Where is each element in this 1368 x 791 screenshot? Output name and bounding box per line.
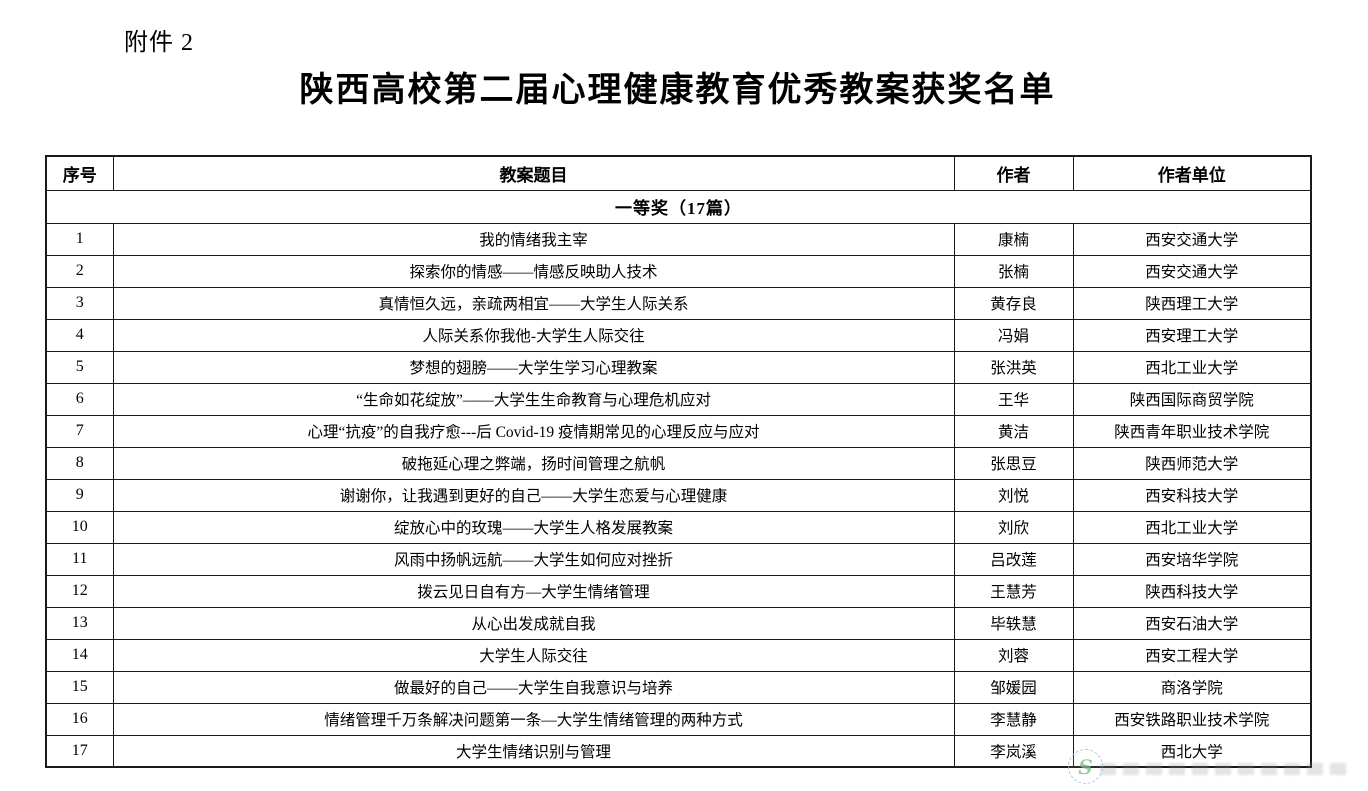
row-org-cell: 西安交通大学 [1072, 222, 1312, 256]
table-row: 1 我的情绪我主宰 康楠 西安交通大学 [45, 222, 1312, 256]
table-row: 16 情绪管理千万条解决问题第一条—大学生情绪管理的两种方式 李慧静 西安铁路职… [45, 702, 1312, 736]
row-author-cell: 黄洁 [953, 414, 1074, 448]
row-author-cell: 毕轶慧 [953, 606, 1074, 640]
row-title-cell: 从心出发成就自我 [112, 606, 955, 640]
row-title-cell: “生命如花绽放”——大学生生命教育与心理危机应对 [112, 382, 955, 416]
table-row: 12 拨云见日自有方—大学生情绪管理 王慧芳 陕西科技大学 [45, 574, 1312, 608]
row-author-cell: 刘欣 [953, 510, 1074, 544]
row-org-cell: 西安理工大学 [1072, 318, 1312, 352]
row-org-cell: 西北大学 [1072, 734, 1312, 768]
row-no-cell: 11 [45, 542, 114, 576]
row-author-cell: 王慧芳 [953, 574, 1074, 608]
row-author-cell: 王华 [953, 382, 1074, 416]
row-title-cell: 风雨中扬帆远航——大学生如何应对挫折 [112, 542, 955, 576]
row-title-cell: 破拖延心理之弊端，扬时间管理之航帆 [112, 446, 955, 480]
table-row: 17 大学生情绪识别与管理 李岚溪 西北大学 [45, 734, 1312, 768]
row-org-cell: 西安交通大学 [1072, 254, 1312, 288]
row-author-cell: 李慧静 [953, 702, 1074, 736]
row-author-cell: 张楠 [953, 254, 1074, 288]
row-org-cell: 商洛学院 [1072, 670, 1312, 704]
row-org-cell: 陕西青年职业技术学院 [1072, 414, 1312, 448]
row-title-cell: 做最好的自己——大学生自我意识与培养 [112, 670, 955, 704]
header-cell-no: 序号 [45, 155, 114, 191]
table-body: 一等奖（17篇） 1 我的情绪我主宰 康楠 西安交通大学 2 探索你的情感——情… [45, 189, 1312, 768]
row-org-cell: 西安铁路职业技术学院 [1072, 702, 1312, 736]
row-author-cell: 吕改莲 [953, 542, 1074, 576]
table-row: 6 “生命如花绽放”——大学生生命教育与心理危机应对 王华 陕西国际商贸学院 [45, 382, 1312, 416]
awards-table-container: 序号 教案题目 作者 作者单位 一等奖（17篇） 1 我的情绪我主宰 康楠 西安… [45, 155, 1312, 768]
row-org-cell: 陕西师范大学 [1072, 446, 1312, 480]
table-header-row: 序号 教案题目 作者 作者单位 [45, 155, 1312, 191]
table-row: 3 真情恒久远，亲疏两相宜——大学生人际关系 黄存良 陕西理工大学 [45, 286, 1312, 320]
row-title-cell: 探索你的情感——情感反映助人技术 [112, 254, 955, 288]
row-title-cell: 梦想的翅膀——大学生学习心理教案 [112, 350, 955, 384]
table-row: 14 大学生人际交往 刘蓉 西安工程大学 [45, 638, 1312, 672]
row-org-cell: 西北工业大学 [1072, 350, 1312, 384]
row-title-cell: 心理“抗疫”的自我疗愈---后 Covid-19 疫情期常见的心理反应与应对 [112, 414, 955, 448]
attachment-label: 附件 2 [124, 30, 194, 56]
row-title-cell: 真情恒久远，亲疏两相宜——大学生人际关系 [112, 286, 955, 320]
row-no-cell: 2 [45, 254, 114, 288]
table-row: 2 探索你的情感——情感反映助人技术 张楠 西安交通大学 [45, 254, 1312, 288]
row-no-cell: 7 [45, 414, 114, 448]
table-row: 8 破拖延心理之弊端，扬时间管理之航帆 张思豆 陕西师范大学 [45, 446, 1312, 480]
row-no-cell: 13 [45, 606, 114, 640]
table-row: 9 谢谢你，让我遇到更好的自己——大学生恋爱与心理健康 刘悦 西安科技大学 [45, 478, 1312, 512]
row-no-cell: 10 [45, 510, 114, 544]
row-no-cell: 8 [45, 446, 114, 480]
row-title-cell: 大学生人际交往 [112, 638, 955, 672]
table-row: 13 从心出发成就自我 毕轶慧 西安石油大学 [45, 606, 1312, 640]
row-no-cell: 12 [45, 574, 114, 608]
page-title: 陕西高校第二届心理健康教育优秀教案获奖名单 [299, 72, 1056, 109]
row-title-cell: 大学生情绪识别与管理 [112, 734, 955, 768]
row-author-cell: 邹媛园 [953, 670, 1074, 704]
row-org-cell: 西北工业大学 [1072, 510, 1312, 544]
table-row: 10 绽放心中的玫瑰——大学生人格发展教案 刘欣 西北工业大学 [45, 510, 1312, 544]
table-row: 11 风雨中扬帆远航——大学生如何应对挫折 吕改莲 西安培华学院 [45, 542, 1312, 576]
row-title-cell: 谢谢你，让我遇到更好的自己——大学生恋爱与心理健康 [112, 478, 955, 512]
row-no-cell: 15 [45, 670, 114, 704]
header-cell-org: 作者单位 [1072, 155, 1312, 191]
row-no-cell: 6 [45, 382, 114, 416]
row-org-cell: 陕西科技大学 [1072, 574, 1312, 608]
row-org-cell: 西安培华学院 [1072, 542, 1312, 576]
table-row: 5 梦想的翅膀——大学生学习心理教案 张洪英 西北工业大学 [45, 350, 1312, 384]
section-row: 一等奖（17篇） [45, 189, 1312, 224]
row-no-cell: 14 [45, 638, 114, 672]
row-org-cell: 陕西理工大学 [1072, 286, 1312, 320]
row-title-cell: 人际关系你我他-大学生人际交往 [112, 318, 955, 352]
row-org-cell: 陕西国际商贸学院 [1072, 382, 1312, 416]
table-row: 4 人际关系你我他-大学生人际交往 冯娟 西安理工大学 [45, 318, 1312, 352]
row-title-cell: 我的情绪我主宰 [112, 222, 955, 256]
table-row: 15 做最好的自己——大学生自我意识与培养 邹媛园 商洛学院 [45, 670, 1312, 704]
row-no-cell: 17 [45, 734, 114, 768]
row-no-cell: 1 [45, 222, 114, 256]
row-no-cell: 3 [45, 286, 114, 320]
row-no-cell: 4 [45, 318, 114, 352]
table-row: 7 心理“抗疫”的自我疗愈---后 Covid-19 疫情期常见的心理反应与应对… [45, 414, 1312, 448]
row-author-cell: 张思豆 [953, 446, 1074, 480]
row-author-cell: 黄存良 [953, 286, 1074, 320]
header-cell-author: 作者 [953, 155, 1074, 191]
row-author-cell: 李岚溪 [953, 734, 1074, 768]
row-title-cell: 拨云见日自有方—大学生情绪管理 [112, 574, 955, 608]
row-org-cell: 西安石油大学 [1072, 606, 1312, 640]
header-cell-title: 教案题目 [112, 155, 955, 191]
row-title-cell: 情绪管理千万条解决问题第一条—大学生情绪管理的两种方式 [112, 702, 955, 736]
row-no-cell: 5 [45, 350, 114, 384]
row-author-cell: 冯娟 [953, 318, 1074, 352]
row-author-cell: 张洪英 [953, 350, 1074, 384]
awards-table: 序号 教案题目 作者 作者单位 一等奖（17篇） 1 我的情绪我主宰 康楠 西安… [45, 155, 1312, 768]
section-label: 一等奖（17篇） [45, 189, 1312, 224]
row-author-cell: 刘蓉 [953, 638, 1074, 672]
row-title-cell: 绽放心中的玫瑰——大学生人格发展教案 [112, 510, 955, 544]
row-no-cell: 9 [45, 478, 114, 512]
row-org-cell: 西安科技大学 [1072, 478, 1312, 512]
row-org-cell: 西安工程大学 [1072, 638, 1312, 672]
row-author-cell: 刘悦 [953, 478, 1074, 512]
row-author-cell: 康楠 [953, 222, 1074, 256]
row-no-cell: 16 [45, 702, 114, 736]
